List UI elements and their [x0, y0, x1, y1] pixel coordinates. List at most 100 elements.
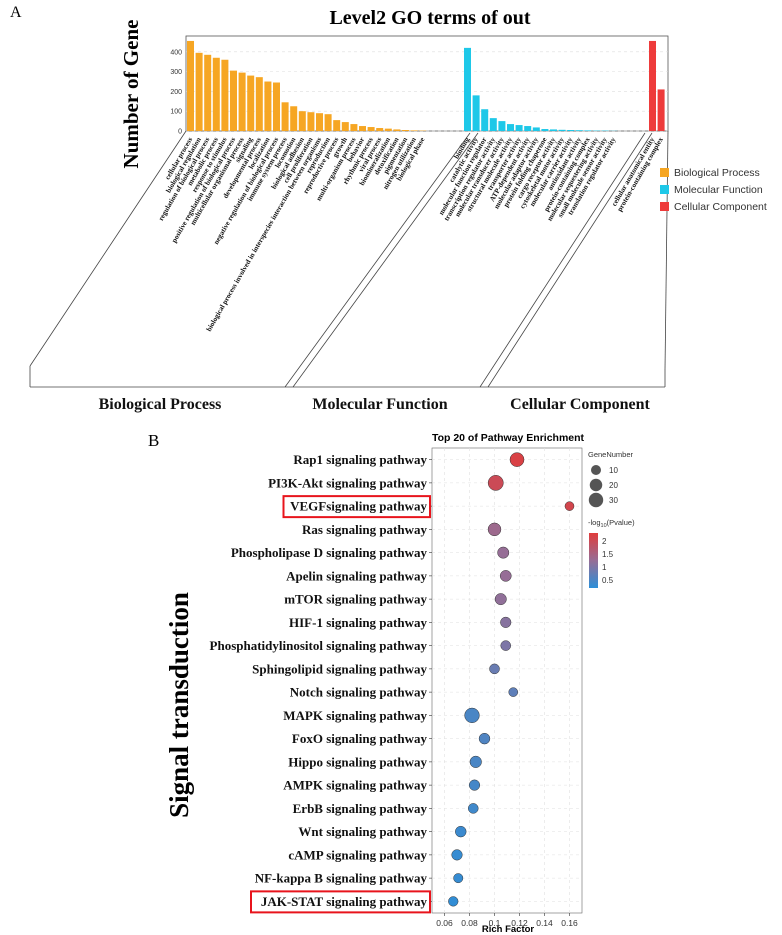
go-bar-developmental-process	[255, 77, 263, 131]
pathway-x-tick-label: 0.16	[561, 918, 578, 928]
go-bar-multi-organism-process	[350, 124, 358, 131]
pathway-dot-apelin-signaling-pathway	[499, 570, 512, 582]
pathway-dot-vegfsignaling-pathway	[564, 501, 575, 511]
pathway-highlight-box	[282, 495, 431, 519]
pathway-label: FoxO signaling pathway	[292, 731, 428, 746]
pathway-label: Phospholipase D signaling pathway	[231, 545, 428, 560]
go-bar-metabolic-process	[212, 57, 220, 132]
go-bar-binding	[464, 47, 471, 131]
go-group-label: Cellular Component	[510, 396, 650, 413]
go-bar-behavior	[359, 126, 366, 131]
size-legend-dot	[588, 492, 604, 508]
go-y-ticks: 0 100 200 300 400	[170, 49, 182, 135]
go-group-label: Molecular Function	[312, 396, 447, 413]
go-y-tick-label: 100	[170, 109, 182, 116]
pathway-dot-phosphatidylinositol-signaling-pathway	[500, 640, 512, 651]
pathway-x-tick-label: 0.14	[536, 918, 553, 928]
go-bar-cellular-anatomical-entity	[649, 40, 656, 131]
go-legend-swatch	[660, 202, 669, 211]
go-y-axis-label: Number of Gene	[119, 20, 143, 169]
go-bar-biomineralization	[384, 128, 392, 131]
go-bar-cargo-receptor-activity	[550, 129, 557, 131]
go-bar-cell-proliferation	[307, 112, 315, 131]
pathway-label: Apelin signaling pathway	[286, 568, 427, 583]
go-bars	[187, 40, 665, 132]
pathway-group-label: Signal transduction	[164, 592, 194, 818]
go-bar-structural-molecule-activity	[507, 124, 514, 131]
go-bar-transcription-regulator-activity	[489, 118, 497, 131]
go-bar-biological-adhesion	[298, 111, 306, 131]
pathway-label: HIF-1 signaling pathway	[289, 615, 427, 630]
go-legend-swatch	[660, 185, 669, 194]
go-bar-antioxidant-activity	[575, 130, 583, 131]
pathway-label: NF-kappa B signaling pathway	[255, 871, 428, 886]
go-category-label: cellular anatomical entity	[610, 136, 656, 208]
color-legend-tick: 2	[602, 537, 607, 546]
go-category-label: protein-containing complex	[616, 136, 665, 213]
go-y-tick-label: 400	[170, 49, 182, 56]
pathway-label: Notch signaling pathway	[290, 685, 428, 700]
go-bar-viral-process	[376, 128, 384, 131]
pathway-highlight-box	[250, 890, 431, 914]
color-legend-title: -log10(Pvalue)	[588, 518, 635, 529]
go-bar-cellular-process	[187, 40, 194, 131]
pathway-x-tick-label: 0.1	[489, 918, 501, 928]
pathway-x-ticks: 0.06 0.08 0.1 0.12 0.14 0.16	[436, 913, 578, 928]
pathway-label: Rap1 signaling pathway	[293, 452, 427, 467]
go-group-line	[292, 132, 479, 388]
pathway-dot-pi3k-akt-signaling-pathway	[487, 475, 504, 491]
color-legend-bar	[589, 533, 598, 588]
pathway-x-axis-label: Rich Factor	[482, 924, 535, 935]
go-bar-molecular-transducer-activity	[498, 121, 506, 131]
pathway-dot-jak-stat-signaling-pathway	[448, 896, 459, 907]
pathway-dot-nf-kappa-b-signaling-pathway	[453, 873, 464, 884]
go-bar-biological-process-involved-in-interspecies-interaction-between-organisms	[316, 113, 323, 131]
go-bar-biological-regulation	[195, 52, 203, 131]
panel-a-label: A	[10, 4, 22, 21]
go-group-label: Biological Process	[99, 396, 222, 413]
pathway-dots	[448, 452, 575, 907]
go-legend-label: Molecular Function	[674, 184, 763, 196]
color-legend-tick: 0.5	[602, 576, 614, 585]
go-legend-swatch	[660, 168, 669, 177]
pathway-dot-camp-signaling-pathway	[451, 849, 463, 861]
go-bar-localization	[264, 81, 272, 131]
go-group-line	[487, 132, 653, 388]
size-legend-dot	[589, 478, 603, 492]
go-bar-response-to-stimulus	[221, 59, 229, 131]
pathway-chart-title: Top 20 of Pathway Enrichment	[432, 432, 585, 444]
go-bar-positive-regulation-of-biological-process	[230, 70, 237, 131]
pathway-plot-area	[431, 447, 583, 914]
go-bar-protein-containing-complex	[584, 130, 592, 131]
pathway-dot-notch-signaling-pathway	[508, 687, 519, 697]
pathway-label: VEGFsignaling pathway	[290, 499, 427, 514]
color-legend-tick: 1	[602, 563, 607, 572]
go-bar-protein-folding-chaperone	[541, 129, 549, 131]
pathway-dot-ampk-signaling-pathway	[468, 779, 481, 791]
pathway-dot-erbb-signaling-pathway	[467, 803, 479, 814]
go-bar-rhythmic-process	[367, 127, 375, 131]
go-bar-regulation-of-biological-process	[204, 54, 212, 132]
pathway-dot-mapk-signaling-pathway	[464, 707, 480, 723]
pathway-dot-foxo-signaling-pathway	[478, 732, 491, 745]
go-legend-label: Cellular Component	[674, 201, 767, 213]
pathway-label: Phosphatidylinositol signaling pathway	[210, 638, 428, 653]
pathway-label: Hippo signaling pathway	[288, 754, 427, 769]
pathway-label: mTOR signaling pathway	[284, 592, 427, 607]
pathway-label: Wnt signaling pathway	[298, 824, 427, 839]
go-legend-label: Biological Process	[674, 167, 760, 179]
go-bar-atp-dependent-activity	[524, 126, 532, 131]
size-legend-dot	[590, 464, 602, 476]
pathway-labels: Rap1 signaling pathway PI3K-Akt signaling…	[210, 452, 432, 914]
go-group-line	[664, 130, 669, 371]
pathway-dot-hif-1-signaling-pathway	[500, 616, 512, 628]
pathway-x-tick-label: 0.08	[461, 918, 478, 928]
go-bar-transporter-activity	[515, 125, 523, 131]
pathway-x-tick-label: 0.12	[511, 918, 528, 928]
go-legend: Biological Process Molecular Function Cell…	[660, 167, 767, 213]
pathway-dot-hippo-signaling-pathway	[469, 755, 482, 768]
go-bar-catalytic-activity	[472, 95, 480, 131]
size-legend-label: 30	[609, 496, 618, 505]
